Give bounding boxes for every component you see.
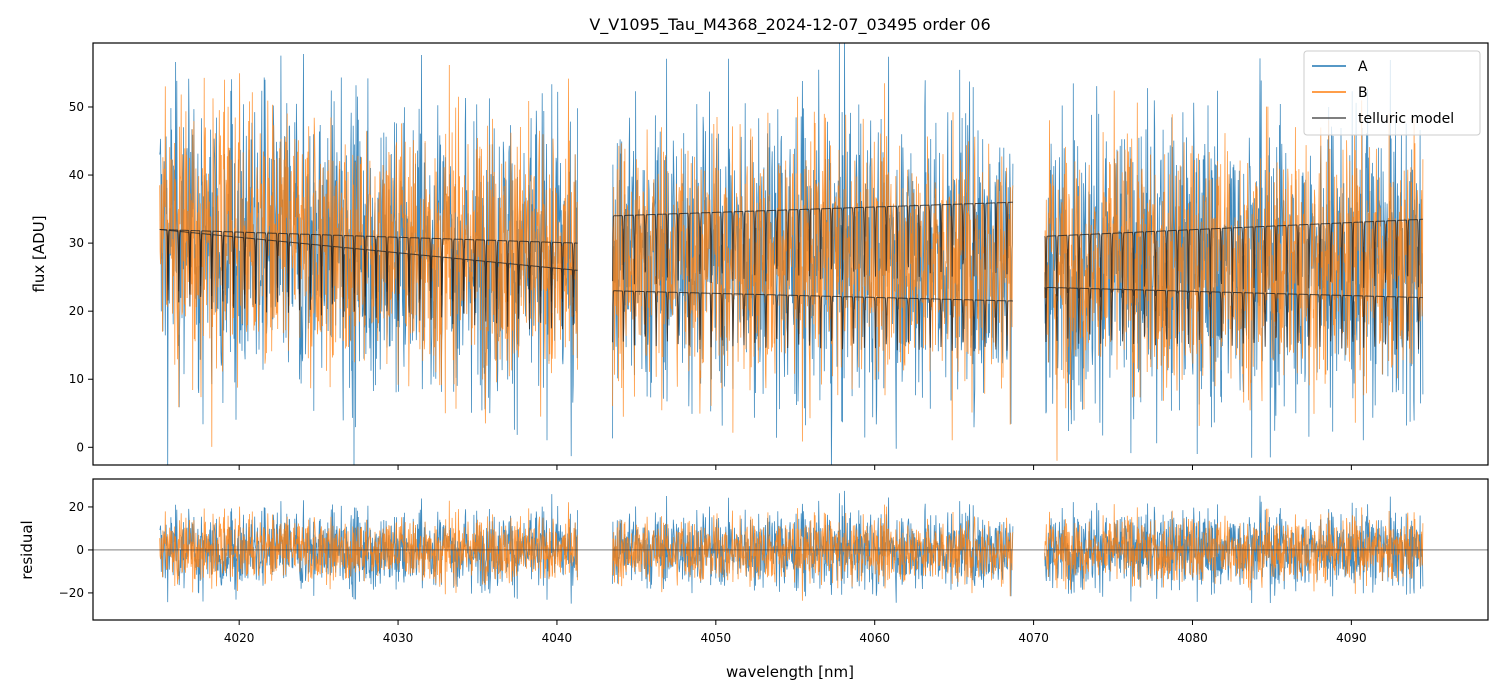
legend-label-a: A <box>1358 59 1368 75</box>
x-tick-label: 4020 <box>224 631 255 645</box>
residual-a-line <box>159 494 578 604</box>
y-tick-label: 20 <box>69 304 84 318</box>
y-tick-label: 0 <box>76 440 84 454</box>
legend-label-b: B <box>1358 85 1368 101</box>
telluric-model-line <box>159 229 578 330</box>
x-tick-label: 4090 <box>1336 631 1367 645</box>
y-tick-label: 10 <box>69 372 84 386</box>
y-tick-label: 20 <box>69 500 84 514</box>
telluric-model-line <box>1044 286 1423 350</box>
xlabel: wavelength [nm] <box>726 663 854 681</box>
legend-box <box>1303 50 1481 136</box>
telluric-model-line <box>612 201 1013 285</box>
x-tick-label: 4080 <box>1177 631 1208 645</box>
legend: A B telluric model <box>1303 50 1481 136</box>
chart-title: V_V1095_Tau_M4368_2024-12-07_03495 order… <box>589 15 990 35</box>
residual-b-line <box>612 504 1014 601</box>
legend-label-model: telluric model <box>1358 111 1454 127</box>
flux-axes-frame <box>92 42 1489 466</box>
series-b-line <box>1044 90 1424 461</box>
flux-ylabel: flux [ADU] <box>30 215 48 292</box>
telluric-model-line <box>612 290 1013 352</box>
x-tick-label: 4030 <box>383 631 414 645</box>
x-tick-label: 4040 <box>542 631 573 645</box>
y-tick-label: 0 <box>76 543 84 557</box>
x-tick-label: 4070 <box>1018 631 1049 645</box>
y-tick-label: 30 <box>69 236 84 250</box>
x-tick-label: 4050 <box>701 631 732 645</box>
y-tick-label: 40 <box>69 168 84 182</box>
series-b-line <box>612 83 1014 442</box>
series-b-line <box>159 64 578 447</box>
x-tick-label: 4060 <box>859 631 890 645</box>
residual-b-line <box>1044 504 1424 594</box>
residual-panel-plot <box>93 490 1488 604</box>
residual-ylabel: residual <box>18 520 36 579</box>
y-tick-label: −20 <box>59 586 84 600</box>
residual-b-line <box>159 500 578 595</box>
flux-panel-plot <box>159 43 1424 465</box>
y-tick-label: 50 <box>69 100 84 114</box>
telluric-model-line <box>1044 218 1423 299</box>
